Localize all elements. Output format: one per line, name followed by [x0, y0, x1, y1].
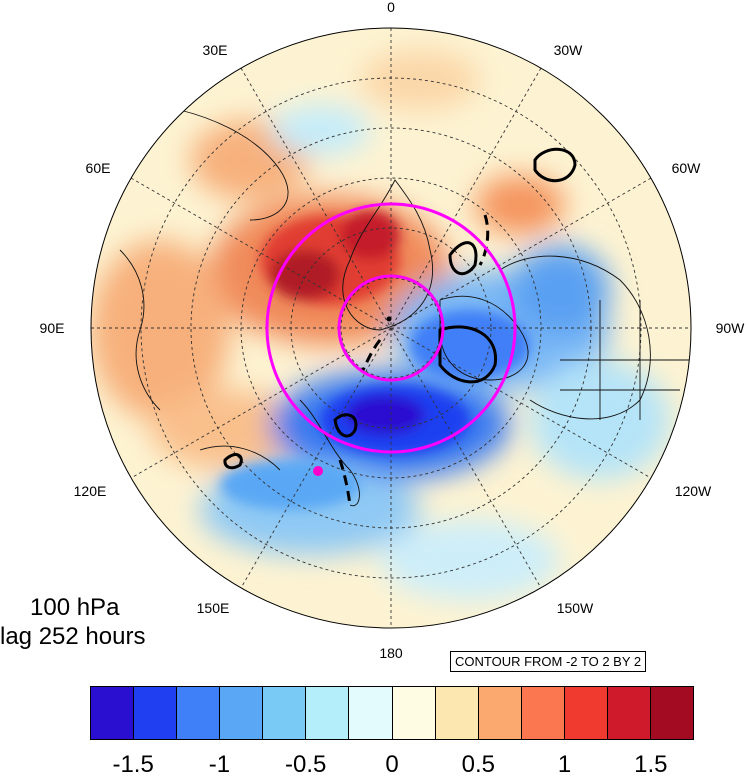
colorbar-cell — [220, 687, 264, 739]
panel-level: 100 hPa — [30, 594, 120, 621]
map-boundary — [90, 27, 692, 629]
colorbar-cell — [263, 687, 307, 739]
colorbar-cell — [607, 687, 652, 739]
lon-label-90w: 90W — [716, 320, 746, 336]
colorbar-tick-label: -1 — [208, 751, 231, 778]
lon-label-120w: 120W — [675, 483, 712, 499]
lon-label-90e: 90E — [40, 320, 65, 336]
colorbar-cell — [91, 687, 135, 739]
pole-point — [386, 316, 392, 322]
lon-label-0: 0 — [387, 0, 395, 15]
graticule — [91, 28, 691, 628]
coastlines — [119, 109, 690, 507]
colorbar-cell — [435, 687, 479, 739]
colorbar-cell — [134, 687, 178, 739]
colorbar-tick-label: -1.5 — [112, 751, 154, 778]
colorbar-tick-label: 0.5 — [461, 751, 495, 778]
colorbar-cell — [392, 687, 436, 739]
anomaly-field — [91, 28, 691, 628]
lon-label-60w: 60W — [672, 160, 702, 176]
contour-lines — [223, 147, 577, 506]
colorbar-cell — [306, 687, 350, 739]
colorbar-tick-label: 0 — [385, 751, 399, 778]
lon-label-150w: 150W — [557, 600, 594, 616]
lon-label-60e: 60E — [86, 160, 111, 176]
colorbar-cell — [478, 687, 522, 739]
colorbar-cell — [521, 687, 565, 739]
lon-label-30w: 30W — [554, 42, 584, 58]
colorbar-cell — [177, 687, 221, 739]
colorbar-cell — [349, 687, 393, 739]
lon-label-120e: 120E — [74, 483, 107, 499]
contour-note: CONTOUR FROM -2 TO 2 BY 2 — [450, 651, 647, 672]
colorbar-tick-label: 1 — [557, 751, 572, 778]
lon-label-180: 180 — [379, 645, 403, 661]
colorbar-cell — [651, 687, 694, 739]
colorbar-tick-label: -0.5 — [285, 751, 327, 778]
panel-lag: lag 252 hours — [0, 623, 146, 650]
colorbar-cell — [564, 687, 608, 739]
colorbar — [90, 686, 694, 740]
lon-label-30e: 30E — [203, 42, 228, 58]
highlight-circles — [265, 202, 517, 454]
lon-label-150e: 150E — [197, 600, 230, 616]
marker-point — [313, 466, 323, 476]
longitude-labels: 0 30W 60W 90W 120W 150W 180 150E 120E 90… — [40, 0, 746, 661]
colorbar-tick-label: 1.5 — [634, 751, 668, 778]
